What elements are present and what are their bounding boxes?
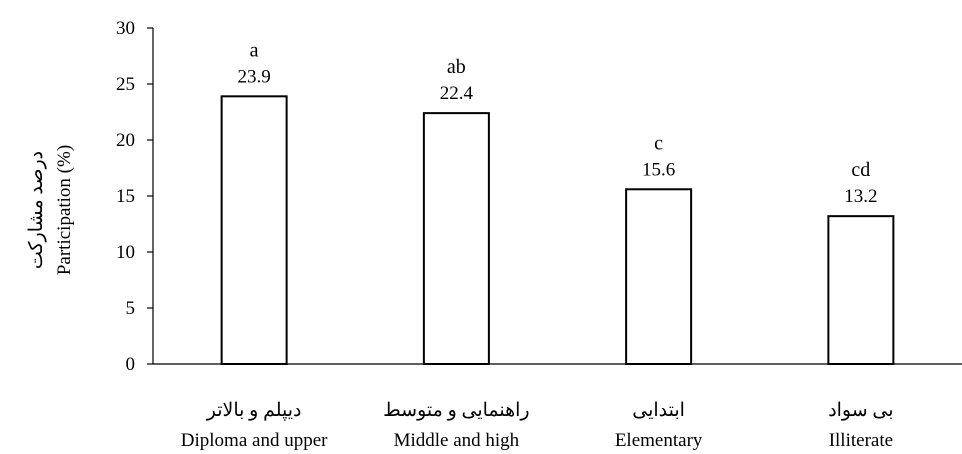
x-tick-label-en: Middle and high: [394, 430, 520, 451]
bar: [827, 215, 895, 365]
x-labels: دیپلم و بالاتر Diploma and upper راهنمایی …: [181, 400, 894, 451]
x-tick-label-fa: دیپلم و بالاتر: [206, 400, 302, 421]
significance-letter: c: [654, 132, 663, 154]
y-tick-label: 30: [116, 18, 135, 39]
y-axis-title-en: Participation (%): [54, 145, 75, 275]
bar-value-label: 13.2: [844, 186, 877, 207]
bar-value-label: 23.9: [238, 66, 271, 87]
bar-value-label: 22.4: [440, 83, 474, 104]
y-tick-label: 10: [116, 242, 135, 263]
y-axis-title: درصد مشارکت Participation (%): [26, 145, 75, 275]
y-tick-label: 15: [116, 186, 135, 207]
y-tick-label: 25: [116, 74, 135, 95]
x-tick-label-fa: ابتدایی: [632, 400, 685, 421]
significance-letter: cd: [851, 159, 870, 181]
bar-value-label: 15.6: [642, 159, 675, 180]
bar: [220, 95, 288, 365]
x-tick-label-fa: بی سواد: [828, 400, 893, 421]
bar: [422, 112, 490, 366]
bar: [625, 188, 693, 365]
y-tick-label: 20: [116, 130, 135, 151]
significance-letter: a: [250, 39, 259, 61]
y-axis-title-fa: درصد مشارکت: [26, 151, 47, 269]
x-tick-label-fa: راهنمایی و متوسط: [383, 400, 529, 421]
x-tick-label-en: Illiterate: [829, 430, 893, 451]
y-tick-label: 5: [126, 298, 136, 319]
y-tick-label: 0: [126, 354, 136, 375]
significance-letter: ab: [447, 56, 466, 78]
x-tick-label-en: Diploma and upper: [181, 430, 328, 451]
x-tick-label-en: Elementary: [615, 430, 703, 451]
bars: 23.9 a 22.4 ab 15.6 c 13.2 cd: [220, 39, 895, 366]
y-ticks: 0 5 10 15 20 25 30: [116, 18, 153, 375]
